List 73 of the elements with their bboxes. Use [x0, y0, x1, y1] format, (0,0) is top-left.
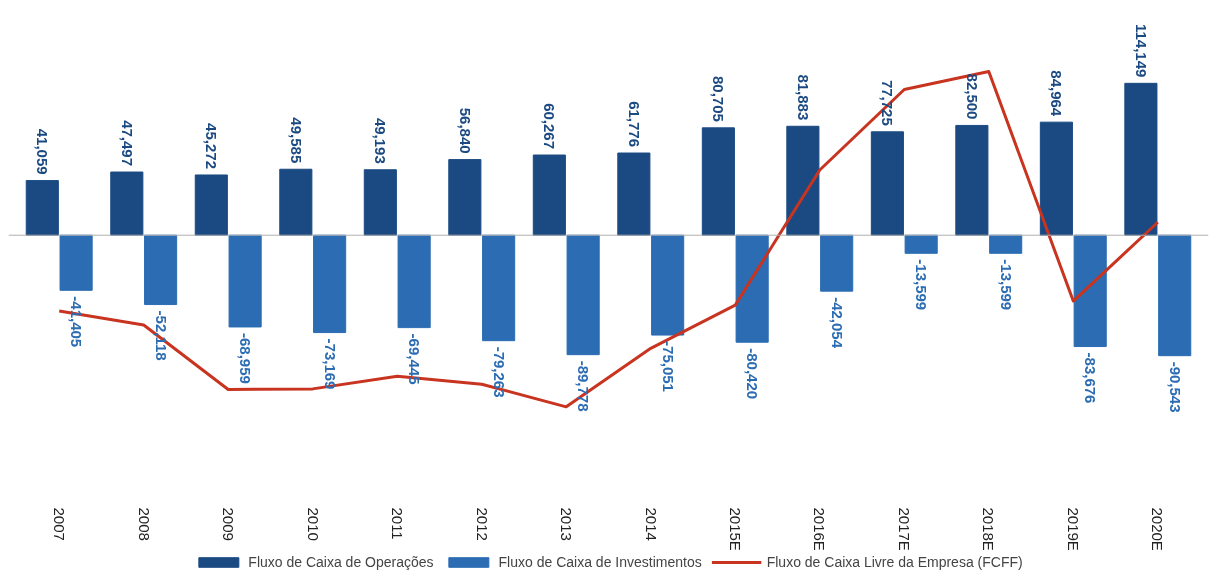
data-label: 49,193: [372, 117, 390, 164]
bar: [448, 159, 482, 236]
bar: [1073, 234, 1107, 348]
data-label: -13,599: [913, 259, 931, 311]
bar: [25, 180, 59, 236]
data-label: 80,705: [710, 75, 728, 122]
data-label: -52,118: [152, 310, 170, 361]
data-label: 82,500: [963, 73, 981, 120]
x-tick-label: 2016E: [811, 507, 829, 551]
bar: [363, 169, 397, 236]
legend-label: Fluxo de Caixa de Investimentos: [498, 554, 702, 570]
bar: [532, 154, 566, 236]
data-label: 45,272: [203, 123, 221, 169]
bar: [701, 127, 735, 236]
bar: [279, 168, 313, 236]
data-label: -41,405: [68, 296, 86, 348]
bar: [1158, 234, 1192, 357]
data-label: -73,169: [321, 338, 339, 390]
bar: [651, 234, 685, 336]
x-tick-label: 2018E: [980, 507, 998, 551]
data-label: 77,725: [879, 79, 897, 126]
bar: [110, 171, 144, 236]
data-label: 47,497: [118, 120, 136, 167]
bar: [786, 125, 820, 236]
x-tick-label: 2008: [135, 507, 153, 541]
bar: [820, 234, 854, 292]
bar: [59, 234, 93, 291]
data-label: 114,149: [1132, 23, 1150, 78]
bar: [1124, 82, 1158, 236]
bar: [228, 234, 262, 328]
bar: [870, 131, 904, 236]
x-tick-label: 2007: [51, 507, 69, 541]
x-tick-label: 2014: [642, 507, 660, 541]
bar: [617, 152, 651, 236]
x-tick-label: 2012: [473, 507, 491, 541]
bar: [482, 234, 516, 342]
data-label: 81,883: [794, 74, 812, 121]
data-label: -90,543: [1166, 361, 1184, 413]
x-tick-label: 2009: [220, 507, 238, 541]
bar: [904, 234, 938, 254]
bar: [955, 124, 989, 236]
data-label: 60,267: [541, 103, 559, 150]
data-label: -68,959: [237, 332, 255, 384]
bar: [735, 234, 769, 343]
legend-label: Fluxo de Caixa de Operações: [248, 554, 434, 570]
data-label: -83,676: [1082, 352, 1100, 404]
data-label: 84,964: [1048, 70, 1066, 117]
bar: [1039, 121, 1073, 236]
x-tick-label: 2017E: [895, 507, 913, 551]
x-tick-label: 2013: [558, 507, 576, 541]
x-tick-label: 2010: [304, 507, 322, 541]
x-tick-label: 2020E: [1149, 507, 1167, 551]
data-label: -89,778: [575, 360, 593, 412]
bar: [313, 234, 347, 334]
bar: [194, 174, 228, 236]
data-label: -69,445: [406, 333, 424, 385]
data-label: 49,585: [287, 117, 305, 164]
bar: [144, 234, 178, 306]
bar: [566, 234, 600, 356]
bar: [397, 234, 431, 329]
data-label: -42,054: [828, 297, 846, 349]
x-tick-label: 2011: [389, 507, 407, 540]
legend-label: Fluxo de Caixa Livre da Empresa (FCFF): [766, 554, 1023, 570]
data-label: -80,420: [744, 348, 762, 400]
x-tick-label: 2015E: [726, 507, 744, 551]
data-label: -13,599: [997, 259, 1015, 311]
bar: [989, 234, 1023, 254]
data-label: 41,059: [34, 128, 52, 175]
x-tick-label: 2019E: [1064, 507, 1082, 551]
data-label: -75,051: [659, 341, 677, 392]
data-label: 56,840: [456, 107, 474, 154]
data-label: -79,263: [490, 346, 508, 398]
data-label: 61,776: [625, 101, 643, 148]
